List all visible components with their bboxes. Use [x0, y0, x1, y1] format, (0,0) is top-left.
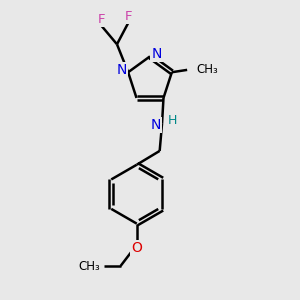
Text: H: H	[168, 114, 177, 128]
Text: N: N	[116, 63, 127, 77]
Text: F: F	[97, 13, 105, 26]
Text: N: N	[150, 118, 161, 132]
Text: O: O	[131, 241, 142, 255]
Text: CH₃: CH₃	[196, 63, 218, 76]
Text: CH₃: CH₃	[78, 260, 100, 272]
Text: F: F	[125, 10, 133, 23]
Text: N: N	[152, 47, 162, 61]
